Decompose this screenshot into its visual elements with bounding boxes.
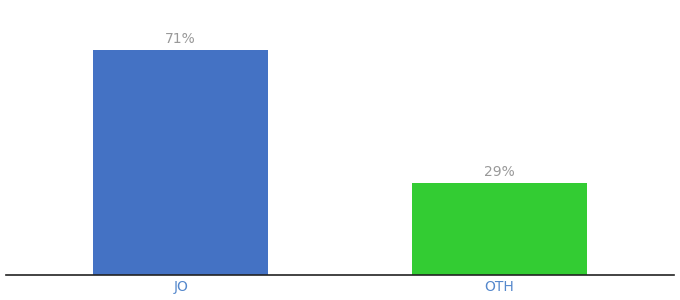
Text: 29%: 29% <box>484 165 515 179</box>
Bar <box>93 50 269 275</box>
Bar <box>411 183 587 275</box>
Text: 71%: 71% <box>165 32 196 46</box>
